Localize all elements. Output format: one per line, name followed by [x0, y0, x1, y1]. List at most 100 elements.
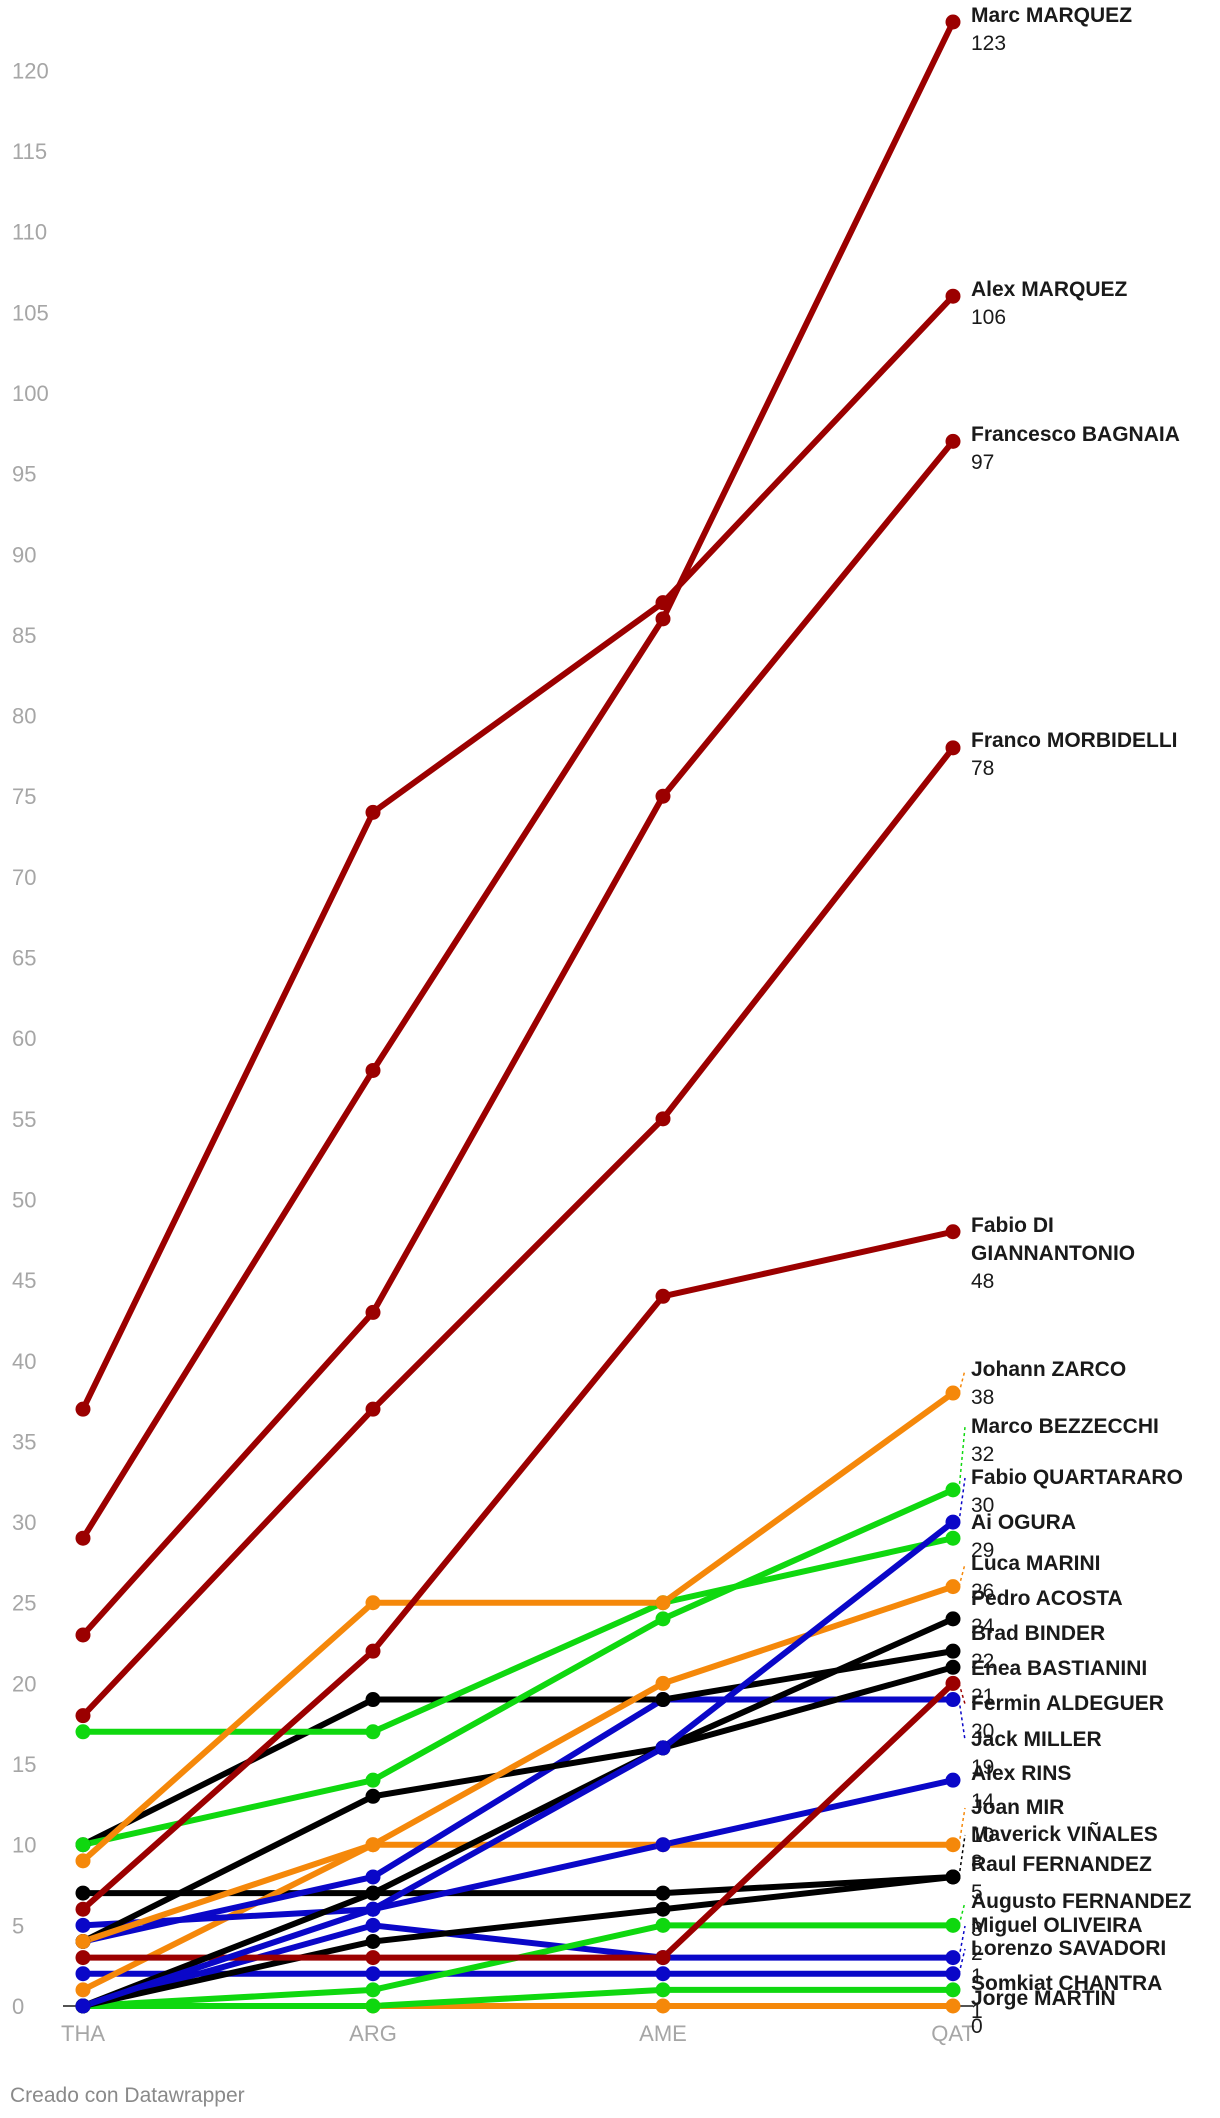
data-point: [655, 1611, 671, 1627]
series-line: [80, 293, 956, 1413]
data-point: [945, 1966, 961, 1982]
y-tick-label: 35: [12, 1429, 36, 1454]
series-end-label: Fabio QUARTARARO 30: [958, 1466, 1183, 1523]
y-tick-label: 45: [12, 1268, 36, 1293]
data-point: [365, 1788, 381, 1804]
data-point: [945, 433, 961, 449]
series-name-label: Ai OGURA: [971, 1511, 1076, 1534]
series-value-label: 1: [971, 2000, 983, 2023]
data-point: [75, 1982, 91, 1998]
series-value-label: 38: [971, 1386, 994, 1409]
data-point: [655, 1901, 671, 1917]
series-end-label: Jack MILLER 19: [958, 1699, 1102, 1779]
data-point: [945, 1514, 961, 1530]
series-end-label: Augusto FERNANDEZ 3: [958, 1890, 1192, 1941]
y-tick-label: 60: [12, 1026, 36, 1051]
data-point: [75, 1966, 91, 1982]
series-name-label: Brad BINDER: [971, 1622, 1105, 1645]
y-tick-label: 20: [12, 1671, 36, 1696]
series-name-label: Jorge MARTIN: [971, 1987, 1116, 2010]
data-point: [75, 1708, 91, 1724]
y-tick-label: 105: [12, 300, 49, 325]
label-leader-line: [958, 1699, 966, 1741]
data-point: [75, 1837, 91, 1853]
series-name-label: Johann ZARCO: [971, 1358, 1126, 1381]
data-point: [945, 740, 961, 756]
data-point: [365, 1062, 381, 1078]
data-point: [945, 1611, 961, 1627]
series-value-label: 14: [971, 1790, 995, 1813]
x-tick-label: THA: [61, 2021, 105, 2046]
series-value-label: 97: [971, 451, 994, 474]
data-point: [945, 14, 961, 30]
data-point: [655, 1917, 671, 1933]
series-value-label: 24: [971, 1615, 995, 1638]
y-tick-label: 55: [12, 1107, 36, 1132]
data-point: [75, 1724, 91, 1740]
data-point: [655, 1740, 671, 1756]
series-end-label: Ai OGURA 29: [971, 1511, 1076, 1562]
series-line: [80, 1615, 956, 1945]
y-tick-label: 80: [12, 704, 36, 729]
series-name-label: Marc MARQUEZ: [971, 4, 1132, 27]
data-point: [655, 1982, 671, 1998]
y-tick-label: 75: [12, 784, 36, 809]
series-end-label: Brad BINDER 22: [971, 1622, 1105, 1673]
series-name-label: GIANNANTONIO: [971, 1242, 1135, 1265]
data-point: [655, 1675, 671, 1691]
data-point: [75, 1901, 91, 1917]
data-point: [655, 1692, 671, 1708]
y-tick-label: 110: [12, 220, 47, 245]
data-point: [365, 1933, 381, 1949]
y-tick-label: 50: [12, 1187, 36, 1212]
x-tick-label: QAT: [931, 2021, 975, 2046]
series-end-label: Raul FERNANDEZ 5: [971, 1853, 1152, 1904]
data-point: [945, 288, 961, 304]
y-tick-label: 115: [12, 139, 47, 164]
data-point: [945, 1530, 961, 1546]
series-end-label: Enea BASTIANINI 21: [971, 1657, 1147, 1708]
data-point: [365, 1304, 381, 1320]
series-name-label: Alex MARQUEZ: [971, 278, 1128, 301]
data-point: [655, 1966, 671, 1982]
label-leader-line: [958, 1426, 966, 1490]
data-point: [365, 1837, 381, 1853]
series-name-label: Augusto FERNANDEZ: [971, 1890, 1192, 1913]
y-tick-label: 120: [12, 58, 49, 83]
series-end-label: Pedro ACOSTA 24: [971, 1587, 1123, 1638]
data-point: [75, 1950, 91, 1966]
y-tick-label: 30: [12, 1510, 36, 1535]
x-tick-label: ARG: [349, 2021, 397, 2046]
series-value-label: 19: [971, 1756, 994, 1779]
series-value-label: 123: [971, 32, 1006, 55]
y-tick-label: 10: [12, 1833, 36, 1858]
y-tick-label: 70: [12, 865, 36, 890]
data-point: [945, 1692, 961, 1708]
data-point: [75, 1933, 91, 1949]
footer-credit: Creado con Datawrapper: [10, 2084, 245, 2107]
data-point: [365, 1772, 381, 1788]
series-line: [80, 1873, 956, 2009]
data-point: [75, 1401, 91, 1417]
data-point: [655, 1950, 671, 1966]
series-name-label: Alex RINS: [971, 1762, 1071, 1785]
series-value-label: 32: [971, 1443, 994, 1466]
label-leader-line: [958, 1948, 966, 1974]
series-name-label: Francesco BAGNAIA: [971, 423, 1180, 446]
data-point: [75, 1627, 91, 1643]
series-value-label: 22: [971, 1650, 994, 1673]
series-name-label: Luca MARINI: [971, 1552, 1101, 1575]
data-point: [365, 804, 381, 820]
label-leader-line: [958, 1901, 966, 1926]
data-point: [655, 1288, 671, 1304]
data-point: [945, 1224, 961, 1240]
series-name-label: Fabio DI: [971, 1214, 1054, 1237]
series-end-label: Luca MARINI 26: [958, 1552, 1101, 1603]
series-end-label: Fermin ALDEGUER 20: [958, 1683, 1164, 1743]
data-point: [365, 1401, 381, 1417]
series-end-label: Fabio DI GIANNANTONIO 48: [971, 1214, 1135, 1293]
series-line: [80, 1696, 956, 1945]
series-line: [80, 1486, 956, 1848]
series-value-label: 20: [971, 1720, 994, 1743]
